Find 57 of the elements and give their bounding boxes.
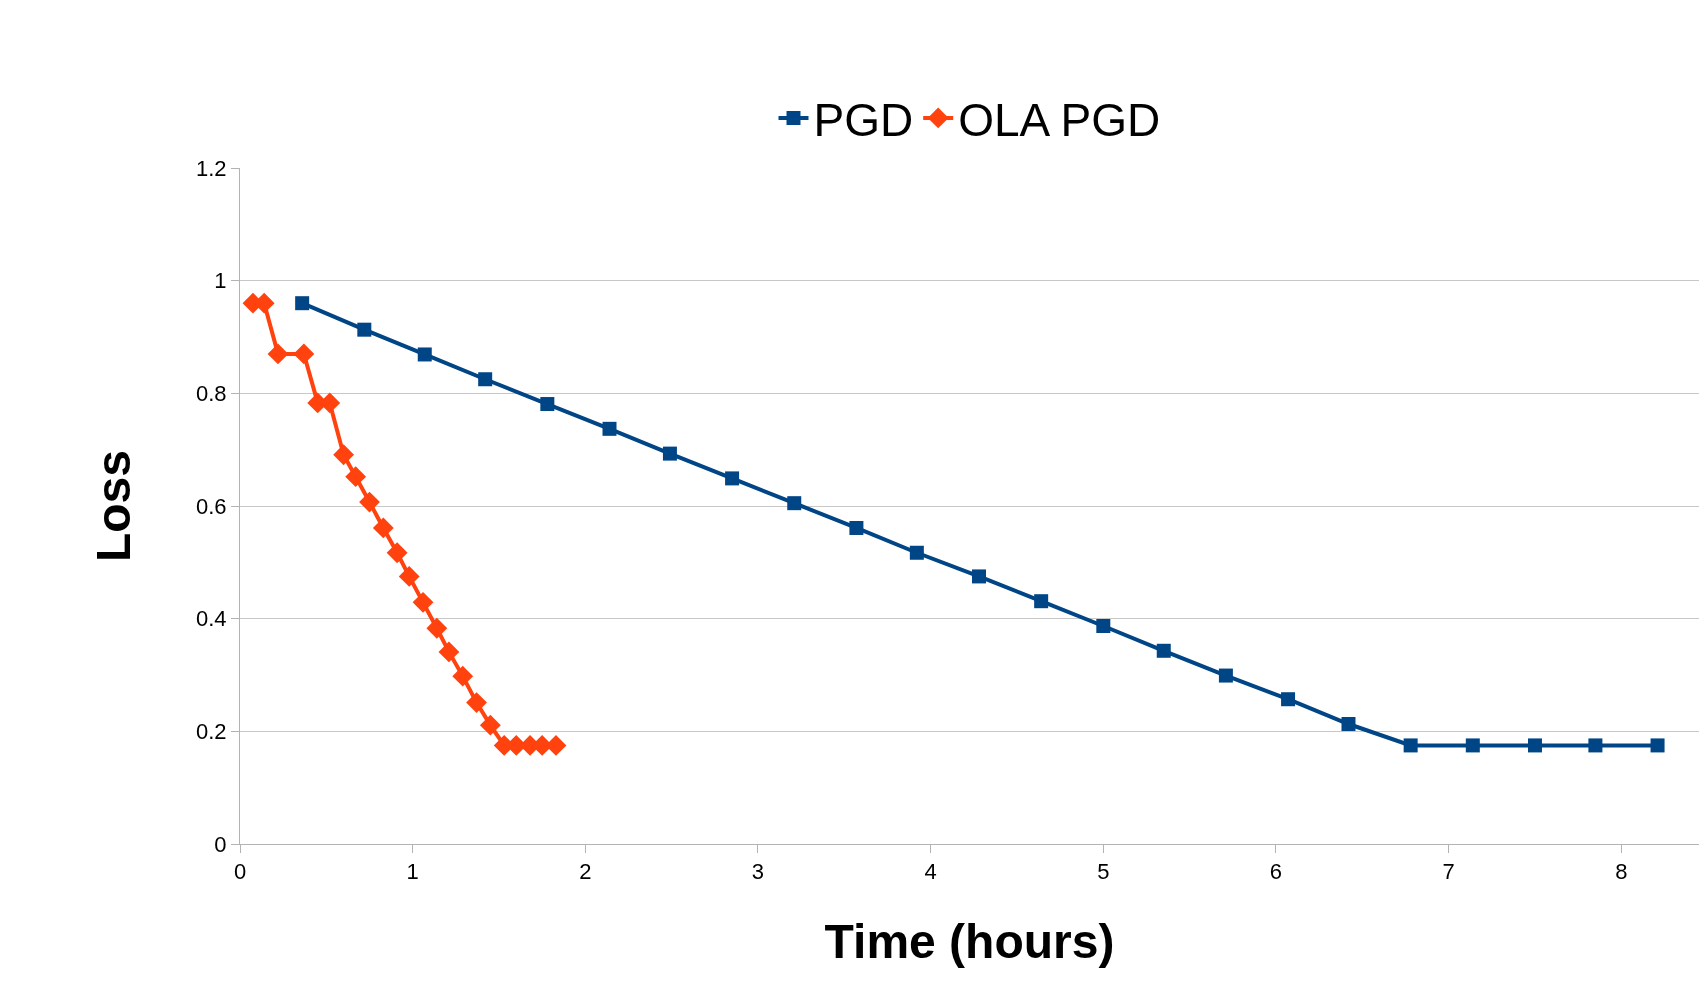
point (1096, 618, 1111, 633)
point (1588, 738, 1603, 753)
point (478, 372, 493, 387)
point (359, 491, 380, 513)
y-tick-label: 0 (214, 831, 227, 857)
point (1156, 643, 1171, 658)
y-tick-label: 0.8 (196, 381, 227, 407)
x-tick-label: 1 (406, 859, 419, 885)
point (602, 421, 617, 436)
point (267, 343, 289, 365)
point (295, 296, 310, 311)
point (479, 714, 501, 736)
x-tick-label: 8 (1615, 859, 1628, 885)
point (849, 520, 864, 535)
y-axis-title: Loss (86, 449, 140, 563)
point (1650, 738, 1665, 753)
x-tick-label: 6 (1269, 859, 1283, 885)
point (372, 517, 394, 539)
x-tick-label: 4 (924, 859, 937, 885)
point (1341, 717, 1356, 732)
point (1281, 692, 1296, 707)
point (1218, 668, 1233, 683)
x-tick-label: 5 (1097, 859, 1110, 885)
y-tick-label: 1 (214, 268, 227, 294)
point (412, 591, 434, 613)
point (452, 665, 474, 687)
point (725, 471, 740, 486)
point (426, 617, 448, 639)
point (438, 641, 460, 663)
point (909, 545, 924, 560)
point (345, 466, 367, 488)
point (972, 569, 986, 584)
point (417, 347, 432, 362)
point (662, 446, 677, 461)
x-axis-title: Time (hours) (824, 914, 1115, 968)
y-tick-label: 0.6 (196, 493, 227, 519)
x-tick-label: 0 (233, 859, 247, 885)
x-tick-label: 7 (1442, 859, 1455, 885)
legend-label: OLA PGD (958, 93, 1161, 146)
point (398, 566, 420, 587)
y-tick-label: 0.2 (196, 719, 227, 745)
point (787, 496, 802, 511)
point (293, 343, 315, 365)
x-tick-label: 2 (579, 859, 592, 885)
point (466, 692, 487, 713)
point (1403, 738, 1418, 753)
point (357, 322, 372, 337)
point (386, 542, 408, 564)
x-tick-label: 3 (751, 859, 765, 885)
point (540, 397, 555, 412)
legend-label: PGD (813, 93, 914, 146)
y-tick-label: 1.2 (196, 155, 227, 181)
point (1465, 738, 1480, 753)
point (1527, 738, 1542, 753)
y-tick-label: 0.4 (196, 606, 227, 632)
point (333, 444, 354, 466)
point (1034, 594, 1049, 609)
